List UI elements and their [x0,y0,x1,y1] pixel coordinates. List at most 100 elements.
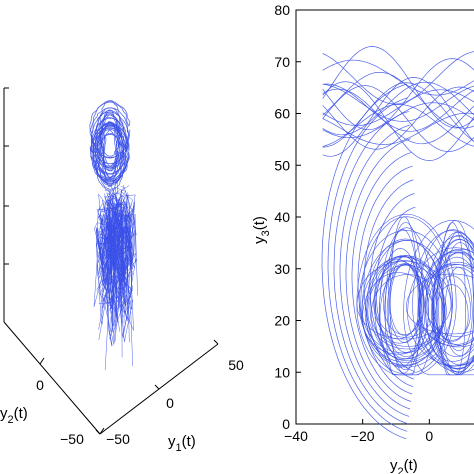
trajectory-band [322,59,474,96]
trajectory-loop [405,273,474,335]
trajectory-arc [363,179,414,387]
y3-tick-label: 20 [274,313,290,329]
trajectory-strand [98,189,112,279]
trajectory-arc [351,152,412,402]
y2-tick [99,427,105,435]
y2-tick [39,357,45,365]
trajectory-band [322,83,474,122]
y1-tick [154,384,160,390]
y1-tick [95,429,101,435]
trajectory-band [322,83,474,132]
trajectory-band [322,102,474,139]
trajectory-strand [110,190,124,272]
y2-ticks: −40−20020 [284,419,433,444]
trajectory-loop [92,125,127,183]
trajectory-loop [412,230,474,367]
attractor-3d-trajectory [89,99,138,371]
trajectory-band [322,51,474,105]
y2-tick-label: −40 [284,428,308,444]
trajectory-loop [438,222,466,376]
trajectory-strand [113,220,129,358]
trajectory-loop [441,231,474,375]
trajectory-loop [361,256,445,354]
y2-tick-label: 0 [36,377,44,393]
trajectory-tail [106,199,113,347]
y3-tick-label: 80 [274,2,290,18]
trajectory-loop [89,101,131,158]
trajectory-loop [384,228,421,376]
trajectory-strand [121,192,135,261]
trajectory-loop [96,122,124,180]
trajectory-arc [321,83,408,440]
y1-tick-label: −50 [106,431,130,447]
trajectory-loop [431,238,474,375]
trajectory-arc [369,193,415,380]
trajectory-strand [111,186,130,284]
trajectory-arc [333,111,409,425]
trajectory-loop [418,248,474,373]
trajectory-strand [113,201,127,274]
trajectory-band [322,85,474,152]
trajectory-loop [389,216,419,374]
y3-tick-label: 70 [274,54,290,70]
chart-3d: 0 −50 −50 0 50 y2(t) y1(t) [0,87,244,454]
trajectory-band [322,46,474,129]
axis-y2-edge [3,321,101,435]
y1-tick-label: 0 [166,395,174,411]
trajectory-band [322,112,474,145]
y3-tick-label: 50 [274,157,290,173]
attractor-2d-trajectory [321,46,474,440]
y2-tick-label: 0 [425,428,433,444]
trajectory-loop [431,256,474,358]
trajectory-loop [364,255,446,359]
y3-tick-label: 30 [274,261,290,277]
trajectory-loop [407,247,474,367]
y1-tick-label: 50 [228,357,244,373]
plot-frame [295,9,474,425]
trajectory-loop [367,264,447,350]
y3-tick-label: 0 [282,416,290,432]
trajectory-loop [374,260,437,338]
y3-tick-label: 10 [274,364,290,380]
y3-tick-label: 40 [274,209,290,225]
y3-ticks: 0 10 20 30 40 50 60 70 80 [274,2,301,432]
trajectory-loop [94,110,127,167]
trajectory-loop [425,249,474,369]
trajectory-loop [92,127,127,185]
trajectory-loop [389,264,420,336]
trajectory-loop [436,220,474,376]
trajectory-arc [375,206,416,372]
trajectory-arc [345,138,411,410]
trajectory-loop [370,274,445,347]
trajectory-band [322,89,474,126]
trajectory-arc [339,124,410,417]
trajectory-loop [360,216,453,375]
y2-tick-label: −50 [60,431,84,447]
trajectory-loop [425,235,474,370]
y3-axis-label: y3(t) [251,216,272,244]
trajectory-loop [369,239,445,362]
y2-axis-label: y2(t) [390,457,418,474]
y3-tick-label: 60 [274,106,290,122]
trajectory-arc [357,165,413,395]
trajectory-loop [358,230,453,363]
y1-tick [213,339,219,345]
trajectory-arc [327,97,409,432]
trajectory-band [322,77,474,157]
trajectory-loop [403,219,474,376]
trajectory-band [322,71,474,129]
trajectory-loop [99,99,121,157]
trajectory-loop [433,252,474,370]
y2-tick-label: −20 [351,428,375,444]
trajectory-strand [96,231,112,324]
trajectory-loop [96,114,124,171]
chart-2d: 0 10 20 30 40 50 60 70 80 −40 −20 0 20 y3(t) y2(t) [251,2,474,474]
y2-axis-label: y2(t) [0,405,28,426]
trajectory-loop [427,266,474,345]
trajectory-loop [382,263,425,336]
y1-axis-label: y1(t) [168,433,196,454]
trajectory-loop [387,222,424,371]
trajectory-strand [108,187,127,311]
trajectory-band [322,88,474,145]
